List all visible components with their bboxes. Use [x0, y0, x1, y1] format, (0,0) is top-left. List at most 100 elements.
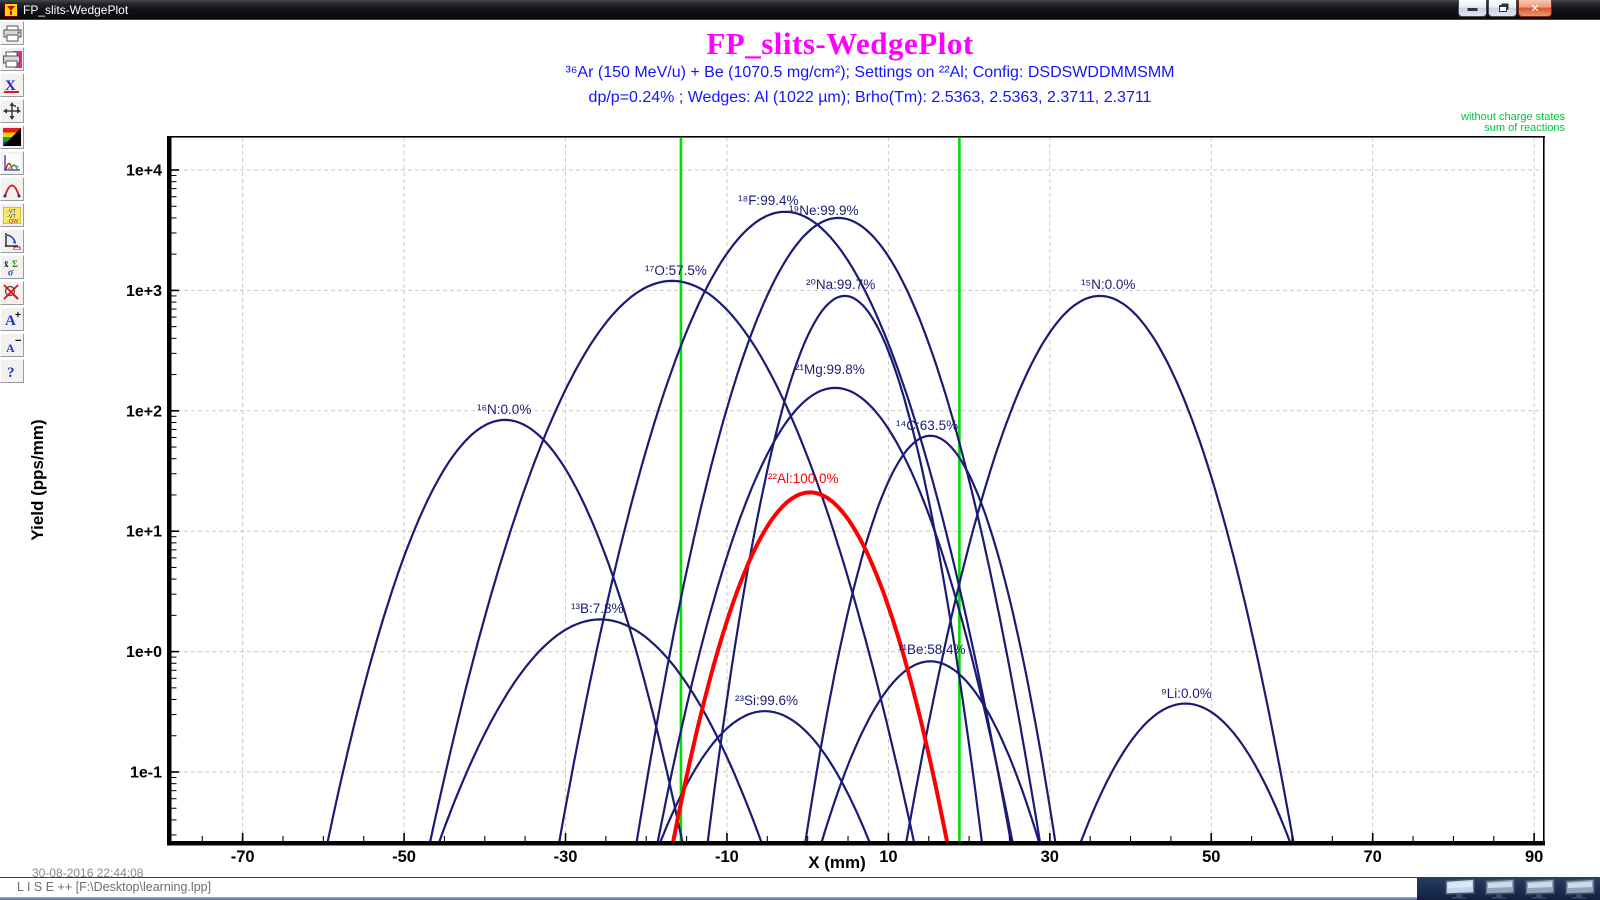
- isotope-label-11Be: ¹¹Be:58.4%: [898, 642, 966, 657]
- monitor-icon: [1445, 878, 1475, 898]
- y-tick-label: 1e+3: [126, 283, 162, 300]
- isotope-label-16N: ¹⁶N:0.0%: [477, 402, 531, 417]
- monitor-icon: [1525, 878, 1555, 898]
- note-sum-reactions: sum of reactions: [1484, 122, 1565, 134]
- y-tick-label: 1e+4: [126, 163, 162, 180]
- zoom-off-icon: [3, 284, 21, 302]
- isotope-curve-14C: [804, 434, 1057, 844]
- isotope-curve-11Be: [820, 660, 1041, 844]
- x-tick-label: 90: [1525, 848, 1543, 866]
- taskbar-fragment: [1417, 877, 1600, 900]
- monitor-icon: [1565, 878, 1595, 898]
- isotope-curve-9Li: [1079, 702, 1292, 844]
- plot-frame-top: [167, 136, 1545, 138]
- y-tick-label: 1e+2: [126, 403, 162, 420]
- monitor-icon: [1485, 878, 1515, 898]
- note-charge-states: without charge states: [1461, 111, 1565, 123]
- print-color-button[interactable]: [0, 47, 24, 71]
- restore-icon: [1498, 4, 1507, 12]
- help-icon: ?: [3, 362, 21, 380]
- x-tick-label: -30: [554, 848, 578, 866]
- taskbar-icon[interactable]: [1520, 878, 1560, 899]
- taskbar-icon[interactable]: [1560, 878, 1600, 899]
- x-tick-label: -10: [715, 848, 739, 866]
- spectrum-plot-button[interactable]: [0, 151, 24, 175]
- svg-text:?: ?: [7, 365, 15, 380]
- y-tick-label: 1e+1: [126, 524, 162, 541]
- svg-text:-VT: -VT: [7, 209, 17, 215]
- isotope-label-23Si: ²³Si:99.6%: [735, 693, 798, 708]
- isotope-curve-16N: [326, 418, 684, 844]
- svg-text:X: X: [5, 78, 16, 94]
- y-tick-label: 1e-1: [130, 765, 162, 782]
- close-button[interactable]: ✕: [1518, 0, 1552, 17]
- isotope-label-15N: ¹⁵N:0.0%: [1081, 277, 1135, 292]
- isotope-curve-17O: [428, 279, 916, 844]
- isotope-curve-13B: [437, 618, 763, 844]
- title-bar[interactable]: FP_slits-WedgePlot ▬ ✕: [0, 0, 1600, 20]
- svg-text:σ: σ: [8, 268, 14, 277]
- restore-button[interactable]: [1488, 0, 1517, 17]
- font-decrease-icon: A −: [3, 336, 21, 354]
- font-increase-icon: A +: [3, 310, 21, 328]
- axes-scale-button[interactable]: [0, 99, 24, 123]
- plot-subtitle-reaction: ³⁶Ar (150 MeV/u) + Be (1070.5 mg/cm²); S…: [565, 64, 1175, 81]
- close-icon: ✕: [1530, 2, 1540, 15]
- y-axis-title: Yield (pps/mm): [28, 419, 47, 541]
- isotope-label-18F: ¹⁸F:99.4%: [738, 193, 798, 208]
- vt-plot-button[interactable]: -VT -VT -QW: [0, 203, 24, 227]
- svg-text:-VT: -VT: [7, 214, 17, 220]
- isotope-label-17O: ¹⁷O:57.5%: [645, 263, 707, 278]
- curve-fit-button[interactable]: [0, 177, 24, 201]
- x-tick-label: 30: [1041, 848, 1059, 866]
- minimize-icon: ▬: [1467, 2, 1478, 14]
- x-tick-label: -50: [392, 848, 416, 866]
- svg-text:+: +: [15, 310, 21, 321]
- x-axis-title: X (mm): [808, 853, 866, 872]
- isotope-curve-23Si: [658, 710, 871, 844]
- minimize-button[interactable]: ▬: [1458, 0, 1487, 17]
- window-divider: [0, 877, 1417, 878]
- plot-datetime: 30-08-2016 22:44:08: [32, 866, 144, 880]
- isotope-curve-21Mg: [656, 386, 1014, 844]
- plot-frame-right: [1543, 137, 1545, 843]
- axes-scale-icon: [3, 102, 21, 120]
- app-status-path: L I S E ++ [F:\Desktop\learning.lpp]: [17, 880, 212, 894]
- isotope-curve-18F: [558, 210, 1013, 844]
- isotope-label-20Na: ²⁰Na:99.7%: [806, 277, 875, 292]
- plot-options-icon: [3, 232, 21, 250]
- color-mode-button[interactable]: [0, 125, 24, 149]
- print-color-icon: [2, 50, 22, 68]
- isotope-label-14C: ¹⁴C:63.5%: [896, 418, 958, 433]
- isotope-curve-15N: [905, 294, 1295, 844]
- taskbar-icon[interactable]: [1440, 878, 1480, 899]
- plot-options-button[interactable]: [0, 229, 24, 253]
- print-button[interactable]: [0, 21, 24, 45]
- zoom-off-button[interactable]: [0, 281, 24, 305]
- isotope-curve-19Ne: [635, 216, 1042, 844]
- spectrum-plot-icon: [3, 154, 21, 172]
- curve-fit-icon: [3, 181, 21, 198]
- plot-subtitle-settings: dp/p=0.24% ; Wedges: Al (1022 µm); Brho(…: [588, 89, 1152, 106]
- export-close-button[interactable]: X: [0, 73, 24, 97]
- x-axis-line: [167, 841, 1545, 846]
- isotope-label-19Ne: ¹⁹Ne:99.9%: [789, 203, 859, 218]
- font-decrease-button[interactable]: A −: [0, 333, 24, 357]
- svg-text:-QW: -QW: [7, 219, 19, 224]
- color-mode-icon: [3, 128, 21, 146]
- taskbar-icon[interactable]: [1480, 878, 1520, 899]
- x-tick-label: 50: [1202, 848, 1220, 866]
- isotope-label-21Mg: ²¹Mg:99.8%: [795, 362, 865, 377]
- window-bottom-edge: [0, 897, 1417, 900]
- export-close-icon: X: [3, 77, 21, 94]
- x-tick-label: 70: [1364, 848, 1382, 866]
- y-axis-line: [167, 137, 172, 845]
- help-button[interactable]: ?: [0, 359, 24, 383]
- font-increase-button[interactable]: A +: [0, 307, 24, 331]
- vt-plot-icon: -VT -VT -QW: [3, 206, 21, 224]
- isotope-curve-22Al: [670, 490, 950, 844]
- svg-text:−: −: [15, 336, 21, 347]
